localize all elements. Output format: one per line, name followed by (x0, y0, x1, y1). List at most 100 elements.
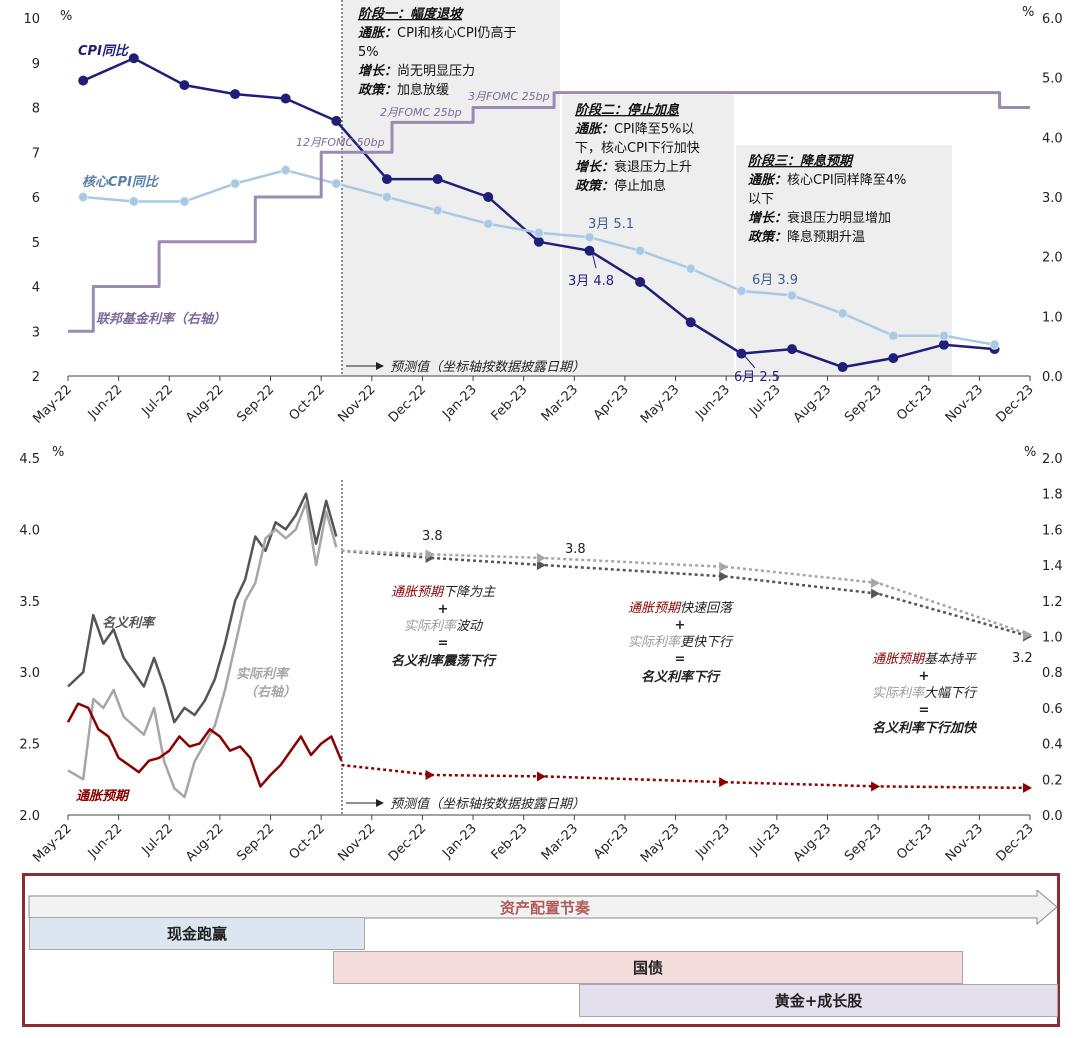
bottom-right-tick: 0.4 (1042, 738, 1063, 753)
logic-2-inflation: 通胀预期快速回落 (628, 601, 734, 616)
top-series-0-point (635, 277, 646, 288)
stage-1-title: 阶段一：幅度退坡 (358, 6, 465, 22)
bottom-series-4-line (341, 549, 1031, 636)
stage-1-line: 政策：加息放缓 (358, 82, 449, 98)
top-left-tick: 9 (32, 57, 40, 72)
top-x-tick-label: Dec-22 (386, 382, 429, 425)
bottom-left-tick: 2.0 (19, 809, 40, 824)
allocation-title: 资产配置节奏 (500, 899, 591, 917)
top-left-tick: 8 (32, 102, 40, 117)
top-series-0-point (837, 362, 848, 373)
top-series-0-point (179, 80, 190, 91)
stage-3-background (736, 145, 952, 376)
top-right-axis: 0.0 1.0 2.0 3.0 4.0 5.0 6.0 (1042, 12, 1063, 385)
top-series-1-point (837, 308, 848, 319)
top-series-1-point (685, 263, 696, 274)
forecast-arrowhead-bottom (376, 799, 384, 807)
bottom-x-tick-label: Jul-22 (139, 821, 176, 858)
logic-1-real: 实际利率波动 (404, 618, 484, 634)
top-x-tick-label: Aug-22 (183, 382, 227, 426)
legend-real-rate-1: 实际利率 (236, 666, 291, 682)
bottom-left-tick: 2.5 (19, 738, 40, 753)
top-x-tick-label: May-23 (638, 382, 682, 426)
top-x-tick-label: Nov-23 (943, 382, 986, 425)
logic-1-equals: = (438, 636, 449, 651)
bottom-x-tick-labels: May-22 Jun-22 Jul-22 Aug-22 Sep-22 Oct-22 Nov-… (30, 815, 1037, 866)
top-x-tick-label: Apr-23 (591, 382, 632, 423)
top-chart: 2 3 4 5 6 7 8 9 10 0.0 1.0 2.0 3.0 4.0 5.0 6.0 May-22 J… (23, 0, 1063, 427)
bottom-x-tick-label: Dec-23 (993, 821, 1036, 864)
top-series-1-point (989, 339, 1000, 350)
top-series-0-point (381, 174, 392, 185)
bottom-series-0-line (67, 492, 338, 724)
stage-3-line: 以下 (748, 192, 774, 207)
bottom-x-tick-label: May-22 (30, 821, 74, 865)
top-right-unit: % (1022, 5, 1034, 20)
bottom-right-tick: 0.2 (1042, 773, 1063, 788)
top-series-0-point (787, 344, 798, 355)
top-x-tick-label: Jun-23 (692, 382, 733, 423)
top-series-0-point (331, 115, 342, 126)
legend-fed-funds: 联邦基金利率（右轴） (96, 311, 226, 327)
top-series-0-point (280, 93, 291, 104)
top-x-tick-label: Dec-23 (993, 382, 1036, 425)
bottom-x-tick-label: Jan-23 (439, 821, 480, 862)
top-right-tick: 6.0 (1042, 12, 1063, 27)
top-series-1-point (230, 178, 241, 189)
top-series-2-line (68, 91, 1030, 333)
bottom-x-tick-label: Jun-23 (692, 821, 733, 862)
bottom-right-tick: 1.8 (1042, 488, 1063, 503)
bottom-series-5-arrow-marker (425, 770, 435, 781)
logic-1-inflation: 通胀预期下降为主 (391, 585, 496, 600)
bottom-left-tick: 3.0 (19, 666, 40, 681)
bottom-series-1-line (67, 501, 338, 799)
bottom-left-tick: 4.5 (19, 452, 40, 467)
top-x-tick-label: Nov-22 (335, 382, 378, 425)
logic-3-equals: = (919, 703, 930, 718)
top-series-0-point (78, 75, 89, 86)
point-label-cpi-jun: 6月 2.5 (734, 370, 780, 385)
top-x-tick-label: Jun-22 (85, 382, 126, 423)
bottom-x-tick-label: May-23 (638, 821, 682, 865)
top-right-tick: 3.0 (1042, 191, 1063, 206)
top-series-1-point (938, 330, 949, 341)
top-right-tick: 1.0 (1042, 310, 1063, 325)
logic-2-nominal: 名义利率下行 (641, 669, 721, 685)
top-left-tick: 2 (32, 370, 40, 385)
bottom-series-3-arrow-marker (536, 560, 546, 571)
stage-3-line: 通胀：核心CPI同样降至4% (748, 173, 906, 188)
legend-core-cpi: 核心CPI同比 (82, 174, 160, 190)
logic-3-nominal: 名义利率下行加快 (872, 720, 978, 736)
stage-1-background (342, 0, 560, 376)
top-series-1-point (787, 290, 798, 301)
bottom-x-tick-label: Mar-23 (539, 821, 581, 863)
forecast-label-top: 预测值（坐标轴按数据披露日期） (390, 359, 585, 375)
value-label-2: 3.8 (565, 542, 586, 557)
top-x-tick-label: Sep-22 (234, 382, 277, 425)
logic-2-real: 实际利率更快下行 (628, 634, 734, 650)
bottom-series-3-arrow-marker (719, 571, 729, 582)
bottom-right-tick: 0.8 (1042, 666, 1063, 681)
top-series-0-point (938, 339, 949, 350)
top-series-1-point (78, 192, 89, 202)
bottom-chart: 2.0 2.5 3.0 3.5 4.0 4.5 0.0 0.2 0.4 0.6 0.8 1.0 1.2… (19, 445, 1062, 866)
logic-3-plus: + (919, 669, 930, 684)
top-x-tick-labels: May-22 Jun-22 Jul-22 Aug-22 Sep-22 Oct-22 Nov-… (30, 376, 1037, 427)
bottom-x-tick-label: Oct-23 (894, 821, 936, 863)
top-series (68, 53, 1030, 373)
bottom-left-tick: 3.5 (19, 595, 40, 610)
bottom-series-5-arrow-marker (719, 777, 729, 788)
legend-nominal-rate: 名义利率 (102, 615, 157, 631)
top-left-unit: % (60, 9, 72, 24)
top-x-tick-label: Aug-23 (791, 382, 835, 426)
top-right-tick: 4.0 (1042, 131, 1063, 146)
logic-1-plus: + (438, 602, 449, 617)
bottom-series-5-arrow-marker (1023, 782, 1032, 793)
top-x-tick-label: Jan-23 (439, 382, 480, 423)
top-series-0-point (483, 192, 494, 202)
bottom-x-tick-label: Sep-23 (842, 821, 885, 864)
stage-2-title: 阶段二：停止加息 (575, 102, 680, 118)
bottom-series-5-line (341, 763, 1031, 790)
top-series-0-point (432, 174, 443, 185)
